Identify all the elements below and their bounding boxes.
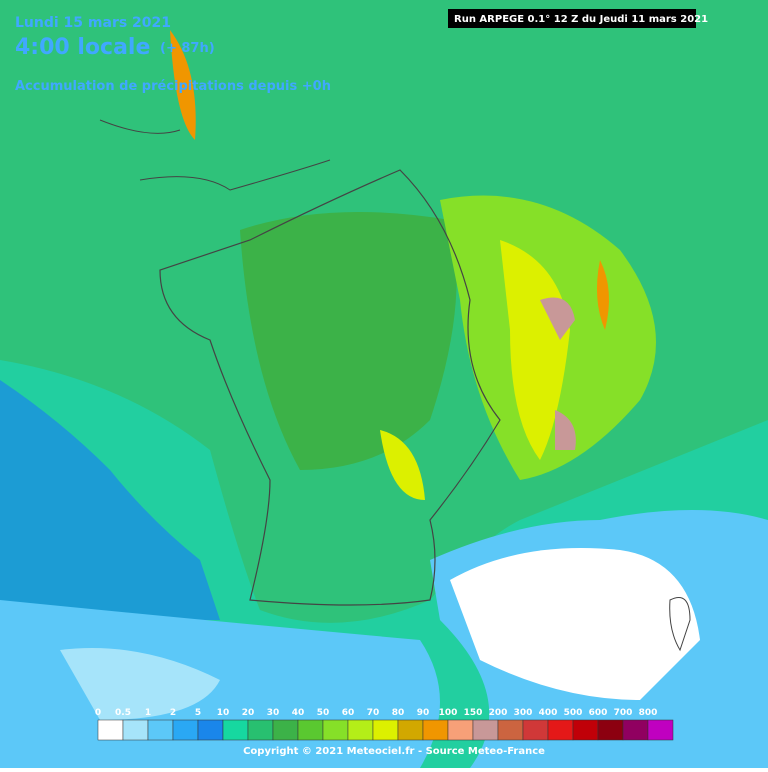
- rain-zone: [170, 30, 196, 140]
- legend-swatch: [97, 719, 124, 741]
- legend-label: 500: [564, 708, 583, 718]
- legend-label: 700: [614, 708, 633, 718]
- rain-zone: [60, 648, 220, 720]
- legend-swatch: [422, 719, 449, 741]
- run-info: Run ARPEGE 0.1° 12 Z du Jeudi 11 mars 20…: [454, 14, 708, 25]
- legend-label: 30: [267, 708, 280, 718]
- legend-swatch: [372, 719, 399, 741]
- legend-swatch: [297, 719, 324, 741]
- legend-swatch: [247, 719, 274, 741]
- legend-label: 80: [392, 708, 405, 718]
- legend-swatch: [272, 719, 299, 741]
- legend-label: 50: [317, 708, 330, 718]
- time: 4:00 locale: [15, 35, 150, 60]
- legend-label: 200: [489, 708, 508, 718]
- subtitle: Accumulation de précipitations depuis +0…: [15, 79, 331, 94]
- legend-swatch: [172, 719, 199, 741]
- rain-zone: [240, 212, 457, 470]
- legend-swatch: [147, 719, 174, 741]
- legend-swatch: [472, 719, 499, 741]
- legend-label: 0.5: [115, 708, 131, 718]
- legend-label: 400: [539, 708, 558, 718]
- legend-label: 600: [589, 708, 608, 718]
- france-outline: [159, 169, 501, 606]
- legend-label: 90: [417, 708, 430, 718]
- run-box: [448, 9, 696, 28]
- date: Lundi 15 mars 2021: [15, 15, 171, 31]
- rain-zone: [555, 410, 576, 450]
- legend-label: 10: [217, 708, 230, 718]
- legend-label: 300: [514, 708, 533, 718]
- legend-label: 70: [367, 708, 380, 718]
- corsica: [669, 597, 691, 652]
- legend-swatch: [322, 719, 349, 741]
- legend-label: 0: [95, 708, 101, 718]
- legend-label: 5: [195, 708, 201, 718]
- rain-zone: [380, 430, 425, 500]
- legend-label: 1: [145, 708, 151, 718]
- legend-swatch: [522, 719, 549, 741]
- legend-swatch: [572, 719, 599, 741]
- legend-label: 60: [342, 708, 355, 718]
- legend-label: 100: [439, 708, 458, 718]
- legend-label: 20: [242, 708, 255, 718]
- legend-swatch: [397, 719, 424, 741]
- coastline: [99, 119, 331, 191]
- legend-label: 150: [464, 708, 483, 718]
- legend-label: 800: [639, 708, 658, 718]
- legend-swatch: [597, 719, 624, 741]
- legend-swatch: [497, 719, 524, 741]
- legend-swatch: [347, 719, 374, 741]
- copyright: Copyright © 2021 Meteociel.fr - Source M…: [243, 746, 545, 757]
- legend-label: 2: [170, 708, 176, 718]
- legend-swatch: [547, 719, 574, 741]
- legend: 0 0.5 1 2 5 10 20 30 40 50 60 70 80 90 100 150 200 300 400…: [95, 708, 674, 741]
- legend-swatch: [222, 719, 249, 741]
- legend-swatch: [447, 719, 474, 741]
- legend-swatch: [122, 719, 149, 741]
- legend-label: 40: [292, 708, 305, 718]
- offset: (+ 87h): [160, 41, 215, 56]
- rain-zone: [500, 240, 570, 460]
- rain-zone: [450, 548, 700, 700]
- rain-zone: [540, 297, 575, 340]
- legend-swatch: [647, 719, 674, 741]
- legend-swatch: [197, 719, 224, 741]
- rain-zone: [0, 380, 220, 620]
- legend-swatch: [622, 719, 649, 741]
- rain-zone: [596, 260, 609, 330]
